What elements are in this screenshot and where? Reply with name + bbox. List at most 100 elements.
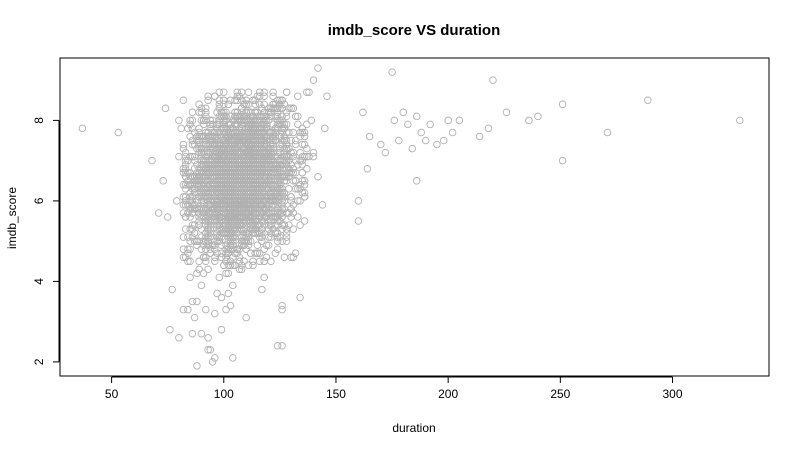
cluster-point: [249, 229, 257, 237]
cluster-point: [271, 229, 280, 237]
cluster-point: [184, 245, 192, 253]
cluster-point: [242, 205, 250, 213]
cluster-point: [240, 257, 248, 266]
data-point: [390, 116, 399, 125]
cluster-point: [264, 104, 273, 113]
data-point: [421, 136, 430, 145]
cluster-point: [280, 120, 289, 129]
cluster-point: [269, 128, 277, 137]
cluster-point: [253, 132, 262, 141]
cluster-point: [289, 104, 298, 113]
cluster-point: [271, 249, 280, 257]
cluster-point: [204, 132, 212, 141]
cluster-point: [188, 152, 197, 161]
data-point: [258, 285, 266, 294]
cluster-point: [296, 197, 304, 205]
cluster-point: [235, 233, 244, 241]
cluster-point: [179, 209, 188, 217]
cluster-point: [202, 253, 210, 262]
data-point: [314, 64, 322, 72]
cluster-point: [305, 152, 313, 161]
cluster-point: [181, 253, 190, 262]
data-point: [558, 100, 567, 109]
cluster-point: [217, 124, 226, 133]
cluster-point: [202, 140, 210, 149]
cluster-point: [197, 152, 206, 161]
data-point: [208, 358, 217, 366]
cluster-point: [276, 96, 284, 105]
cluster-point: [303, 144, 311, 153]
data-point: [439, 136, 448, 145]
cluster-point: [181, 148, 190, 157]
cluster-point: [204, 128, 212, 137]
cluster-point: [224, 140, 233, 149]
cluster-point: [258, 213, 266, 221]
cluster-point: [251, 249, 259, 257]
cluster-point: [224, 160, 233, 169]
cluster-point: [202, 177, 210, 185]
chart-title: imdb_score VS duration: [328, 22, 501, 39]
cluster-point: [240, 152, 248, 161]
cluster-point: [229, 189, 237, 197]
cluster-point: [235, 265, 244, 274]
cluster-point: [188, 193, 197, 201]
cluster-point: [215, 100, 224, 109]
cluster-point: [251, 132, 259, 141]
cluster-point: [285, 168, 293, 177]
cluster-point: [300, 152, 309, 161]
cluster-point: [249, 185, 257, 193]
cluster-point: [220, 140, 228, 149]
cluster-point: [231, 132, 239, 141]
cluster-point: [273, 104, 282, 113]
cluster-point: [267, 152, 275, 161]
cluster-point: [226, 189, 235, 197]
cluster-point: [276, 181, 284, 189]
cluster-point: [260, 168, 268, 177]
cluster-point: [280, 152, 289, 161]
cluster-point: [233, 221, 242, 229]
data-point: [220, 261, 228, 270]
cluster-point: [208, 181, 217, 189]
data-point: [388, 68, 396, 76]
cluster-point: [240, 241, 248, 249]
cluster-point: [242, 116, 250, 125]
cluster-point: [215, 96, 224, 105]
cluster-point: [208, 168, 217, 177]
data-point: [188, 297, 197, 306]
cluster-point: [244, 261, 253, 270]
cluster-point: [226, 172, 235, 181]
cluster-point: [258, 225, 266, 233]
cluster-point: [244, 233, 253, 241]
cluster-point: [280, 132, 289, 141]
data-point: [206, 346, 215, 354]
cluster-point: [237, 120, 246, 129]
cluster-point: [242, 237, 250, 245]
cluster-point: [195, 221, 203, 229]
cluster-point: [309, 148, 318, 157]
cluster-point: [260, 205, 268, 213]
cluster-point: [204, 213, 212, 221]
cluster-point: [253, 144, 262, 153]
cluster-point: [233, 96, 242, 105]
cluster-point: [222, 112, 230, 121]
cluster-point: [237, 205, 246, 213]
cluster-point: [224, 245, 233, 253]
cluster-point: [298, 189, 307, 197]
cluster-point: [202, 229, 210, 237]
cluster-point: [271, 189, 280, 197]
data-point: [229, 281, 237, 290]
y-tick-label: 2: [32, 358, 46, 365]
cluster-point: [226, 177, 235, 185]
cluster-point: [193, 160, 201, 169]
cluster-point: [251, 221, 259, 229]
cluster-point: [220, 164, 228, 173]
cluster-point: [206, 164, 215, 173]
cluster-point: [273, 237, 282, 245]
cluster-point: [255, 233, 264, 241]
cluster-point: [231, 136, 239, 145]
cluster-point: [224, 233, 233, 241]
cluster-point: [197, 116, 206, 125]
cluster-point: [233, 229, 242, 237]
data-point: [448, 128, 457, 137]
cluster-point: [240, 112, 248, 121]
